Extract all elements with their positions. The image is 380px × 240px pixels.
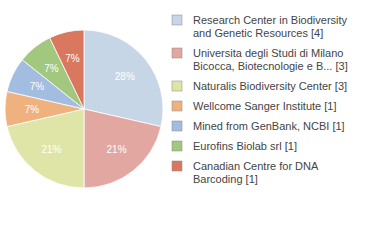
legend-swatch <box>172 121 182 131</box>
legend-item: Research Center in Biodiversityand Genet… <box>172 14 348 39</box>
legend-label: Eurofins Biolab srl [1] <box>193 140 297 152</box>
data-label: 28% <box>115 71 135 82</box>
legend-label-line: Eurofins Biolab srl [1] <box>193 140 297 152</box>
legend-label-line: Mined from GenBank, NCBI [1] <box>193 120 345 132</box>
data-label: 7% <box>65 53 80 64</box>
pie <box>5 30 163 188</box>
legend-item: Naturalis Biodiversity Center [3] <box>172 80 347 92</box>
chart: 28% 21% 21% 7% 7% 7% 7% Research Center in Biod… <box>0 0 380 240</box>
legend-label-line: Bicocca, Biotecnologie e B... [3] <box>193 60 348 72</box>
legend-item: Wellcome Sanger Institute [1] <box>172 100 336 112</box>
legend-item: Canadian Centre for DNABarcoding [1] <box>172 160 319 185</box>
legend-swatch <box>172 161 182 171</box>
legend-swatch <box>172 141 182 151</box>
legend-swatch <box>172 81 182 91</box>
legend-label-line: Universita degli Studi di Milano <box>193 47 343 59</box>
legend-label: Universita degli Studi di MilanoBicocca,… <box>193 47 348 72</box>
legend-item: Mined from GenBank, NCBI [1] <box>172 120 345 132</box>
legend-label-line: Canadian Centre for DNA <box>193 160 319 172</box>
legend-swatch <box>172 101 182 111</box>
legend-label-line: Wellcome Sanger Institute [1] <box>193 100 336 112</box>
legend-label: Canadian Centre for DNABarcoding [1] <box>193 160 319 185</box>
legend-label-line: Barcoding [1] <box>193 173 258 185</box>
data-label: 21% <box>41 144 61 155</box>
legend: Research Center in Biodiversityand Genet… <box>172 14 348 185</box>
data-labels: 28% 21% 21% 7% 7% 7% 7% <box>25 53 135 156</box>
legend-label-line: Naturalis Biodiversity Center [3] <box>193 80 347 92</box>
data-label: 7% <box>44 63 59 74</box>
legend-label: Wellcome Sanger Institute [1] <box>193 100 336 112</box>
legend-item: Eurofins Biolab srl [1] <box>172 140 297 152</box>
legend-swatch <box>172 15 182 25</box>
pie-slice <box>84 109 161 188</box>
legend-label: Research Center in Biodiversityand Genet… <box>193 14 348 39</box>
legend-label-line: and Genetic Resources [4] <box>193 27 323 39</box>
legend-label: Naturalis Biodiversity Center [3] <box>193 80 347 92</box>
legend-label: Mined from GenBank, NCBI [1] <box>193 120 345 132</box>
legend-item: Universita degli Studi di MilanoBicocca,… <box>172 47 348 72</box>
data-label: 7% <box>25 104 40 115</box>
legend-label-line: Research Center in Biodiversity <box>193 14 348 26</box>
legend-swatch <box>172 48 182 58</box>
data-label: 7% <box>30 81 45 92</box>
data-label: 21% <box>107 144 127 155</box>
